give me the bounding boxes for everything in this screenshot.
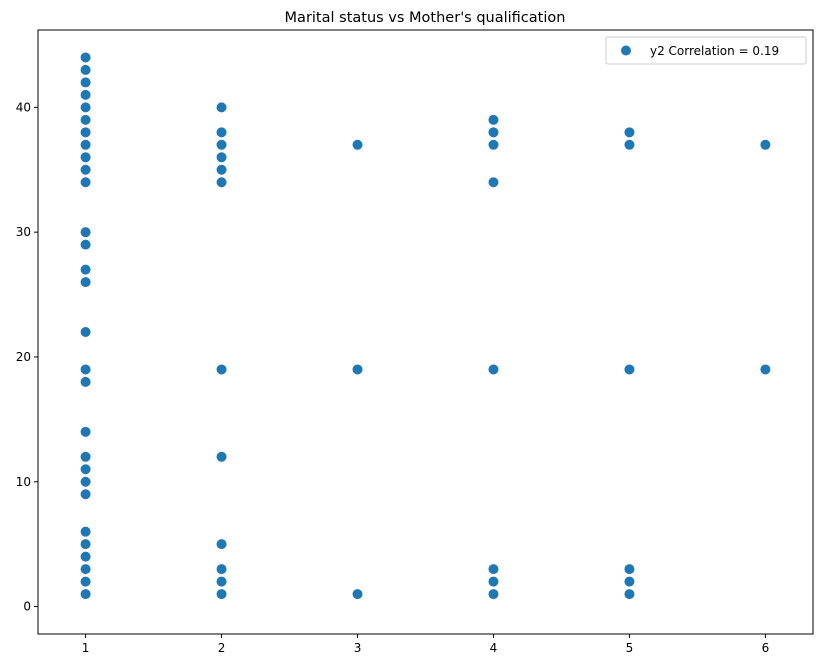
data-point: [80, 139, 91, 150]
data-point: [80, 152, 91, 163]
legend-label: y2 Correlation = 0.19: [650, 44, 779, 58]
data-point: [488, 127, 499, 138]
points-layer: [80, 52, 771, 600]
x-axis: 1 2 3 4 5 6: [82, 634, 769, 655]
data-point: [216, 539, 227, 550]
data-point: [80, 52, 91, 63]
data-point: [624, 364, 635, 375]
x-tick-label: 2: [218, 641, 226, 655]
data-point: [80, 77, 91, 88]
data-point: [80, 589, 91, 600]
data-point: [80, 551, 91, 562]
data-point: [80, 489, 91, 500]
plot-frame: [37, 29, 814, 635]
data-point: [80, 64, 91, 75]
data-point: [216, 102, 227, 113]
data-point: [488, 589, 499, 600]
data-point: [80, 177, 91, 188]
x-tick-label: 5: [626, 641, 634, 655]
x-tick-label: 6: [762, 641, 770, 655]
data-point: [488, 139, 499, 150]
data-point: [80, 576, 91, 587]
data-point: [352, 364, 363, 375]
data-point: [216, 177, 227, 188]
data-point: [488, 564, 499, 575]
data-point: [216, 589, 227, 600]
data-point: [80, 164, 91, 175]
data-point: [760, 364, 771, 375]
data-point: [80, 227, 91, 238]
data-point: [216, 364, 227, 375]
data-point: [80, 464, 91, 475]
data-point: [624, 564, 635, 575]
data-point: [80, 539, 91, 550]
data-point: [80, 376, 91, 387]
data-point: [80, 451, 91, 462]
data-point: [80, 89, 91, 100]
data-point: [624, 139, 635, 150]
data-point: [216, 152, 227, 163]
data-point: [80, 564, 91, 575]
data-point: [760, 139, 771, 150]
data-point: [488, 576, 499, 587]
data-point: [80, 476, 91, 487]
y-tick-label: 30: [16, 225, 31, 239]
data-point: [216, 564, 227, 575]
data-point: [352, 139, 363, 150]
data-point: [352, 589, 363, 600]
data-point: [216, 127, 227, 138]
legend: y2 Correlation = 0.19: [605, 36, 807, 65]
data-point: [80, 264, 91, 275]
y-tick-label: 0: [23, 600, 31, 614]
data-point: [80, 239, 91, 250]
data-point: [624, 589, 635, 600]
data-point: [624, 127, 635, 138]
data-point: [80, 426, 91, 437]
y-axis: 0 10 20 30 40: [16, 100, 38, 614]
data-point: [80, 327, 91, 337]
data-point: [80, 114, 91, 125]
y-tick-label: 10: [16, 475, 31, 489]
data-point: [488, 364, 499, 375]
data-point: [624, 576, 635, 587]
data-point: [80, 364, 91, 375]
chart-title: Marital status vs Mother's qualification: [285, 10, 566, 26]
legend-marker: [621, 45, 631, 56]
data-point: [80, 526, 91, 537]
x-tick-label: 4: [490, 641, 498, 655]
x-tick-label: 3: [354, 641, 362, 655]
data-point: [216, 164, 227, 175]
data-point: [216, 576, 227, 587]
data-point: [488, 177, 499, 188]
data-point: [216, 139, 227, 150]
data-point: [80, 102, 91, 113]
data-point: [216, 451, 227, 462]
y-tick-label: 40: [16, 100, 31, 114]
legend-box: [605, 36, 807, 65]
data-point: [488, 114, 499, 125]
data-point: [80, 127, 91, 138]
y-tick-label: 20: [16, 350, 31, 364]
data-point: [80, 277, 91, 288]
x-tick-label: 1: [82, 641, 90, 655]
